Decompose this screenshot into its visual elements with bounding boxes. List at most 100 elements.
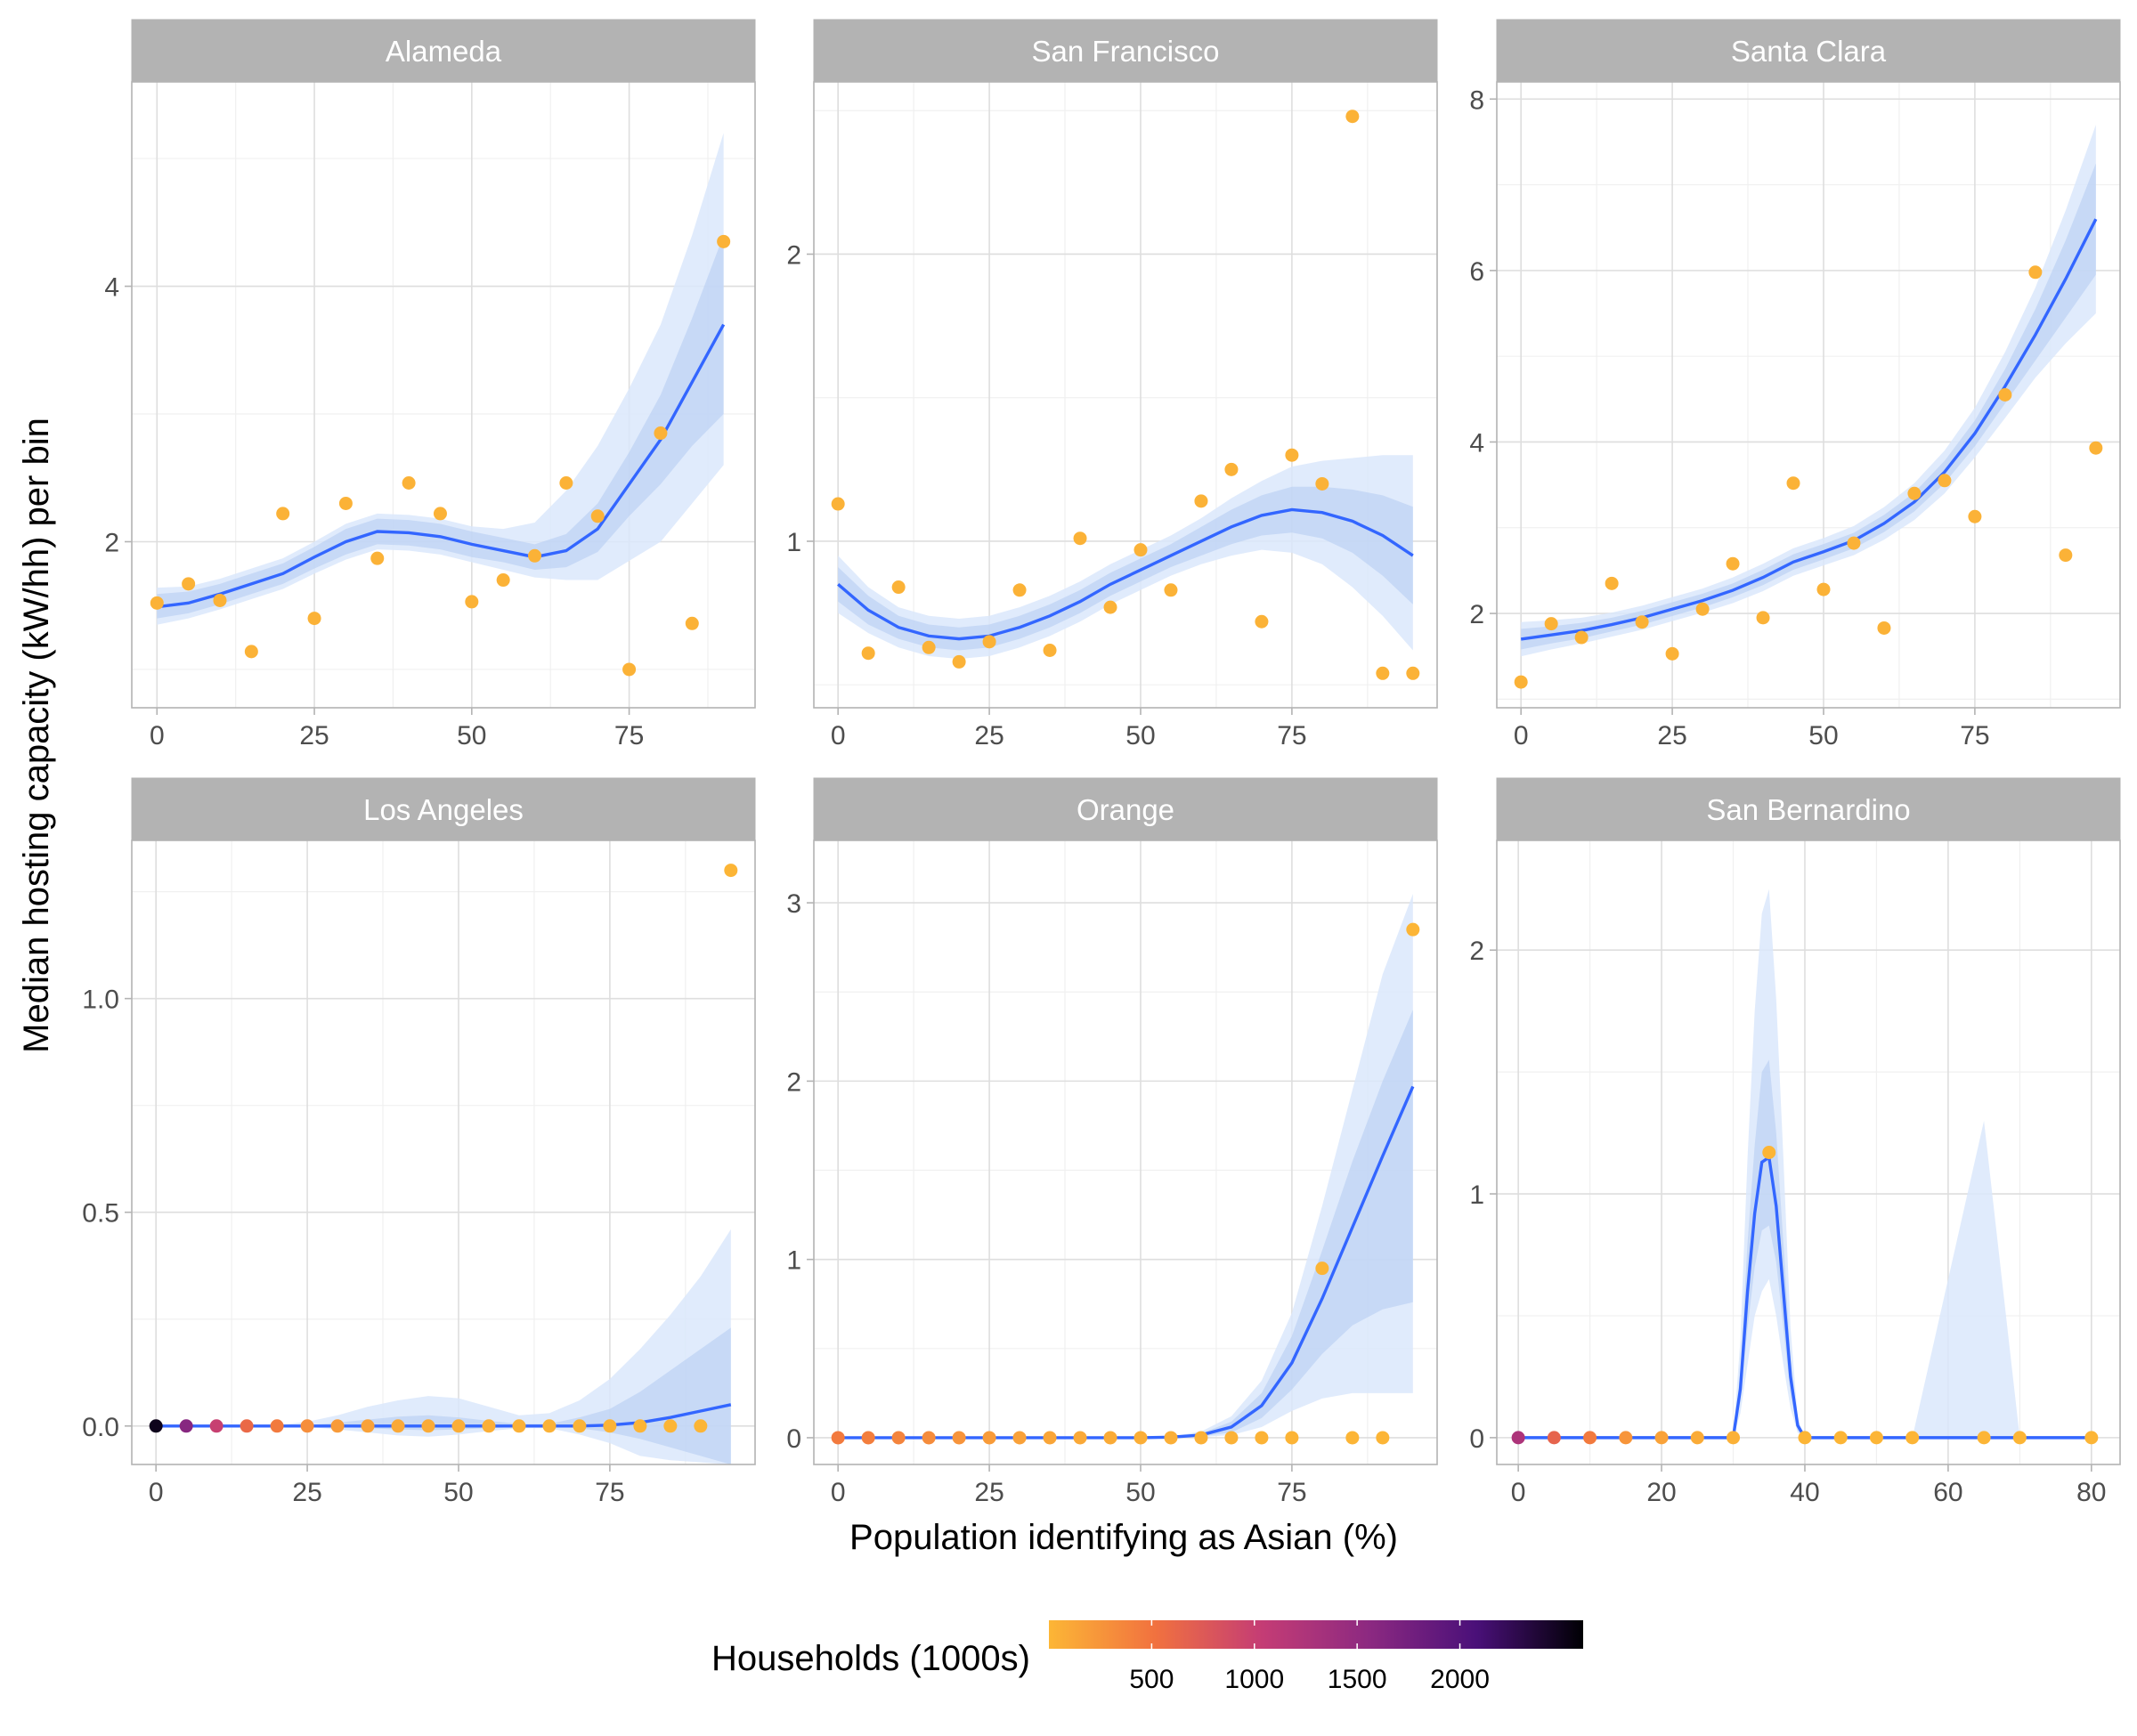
data-point	[1977, 1431, 1991, 1445]
data-point	[1103, 600, 1117, 614]
data-points	[831, 922, 1420, 1445]
data-point	[1073, 1431, 1087, 1445]
x-tick-label: 25	[292, 1478, 321, 1507]
x-tick-label: 50	[1125, 1478, 1155, 1507]
data-point	[1816, 582, 1831, 596]
y-tick-label: 8	[1469, 85, 1484, 115]
y-tick-label: 1	[786, 1246, 801, 1276]
legend-tick-label: 1500	[1328, 1665, 1387, 1694]
facet-panel: Orange 0 25 50 75 0 1 2 3	[786, 777, 1438, 1507]
y-tick-label: 0.5	[82, 1199, 119, 1229]
data-point	[663, 1419, 678, 1433]
facet-panel: Los Angeles 0 25 50 75 0.0 0.5 1.0	[82, 777, 756, 1507]
confidence-bands	[157, 133, 724, 625]
data-points	[1511, 1146, 2099, 1445]
data-point	[603, 1419, 617, 1433]
data-point	[512, 1419, 526, 1433]
data-point	[1194, 1431, 1208, 1445]
x-tick-label: 80	[2076, 1478, 2106, 1507]
y-tick-label: 6	[1469, 257, 1484, 287]
x-tick-label: 25	[974, 1478, 1003, 1507]
x-tick-label: 25	[1657, 721, 1686, 750]
data-point	[1134, 543, 1148, 557]
facet-title: San Francisco	[1032, 35, 1220, 68]
x-tick-label: 0	[150, 721, 165, 750]
data-points	[150, 234, 731, 677]
data-point	[307, 612, 321, 626]
facet-strip	[1496, 777, 2121, 841]
data-point	[182, 577, 196, 591]
data-point	[1756, 611, 1770, 625]
data-point	[270, 1419, 284, 1433]
data-point	[482, 1419, 496, 1433]
data-point	[1968, 509, 1982, 523]
legend-title: Households (1000s)	[711, 1639, 1030, 1678]
legend-tick-label: 500	[1129, 1665, 1174, 1694]
data-point	[1786, 476, 1800, 491]
data-point	[1998, 388, 2012, 402]
legend-ticks: 500 1000 1500 2000	[1129, 1620, 1490, 1694]
data-point	[209, 1419, 223, 1433]
data-point	[1847, 536, 1861, 550]
data-point	[573, 1419, 587, 1433]
facet-panel: San Francisco 0 25 50 75 1 2	[786, 19, 1438, 750]
data-point	[1194, 494, 1208, 508]
y-tick-label: 0.0	[82, 1413, 119, 1442]
x-tick-label: 50	[1808, 721, 1838, 750]
data-point	[2028, 265, 2043, 280]
y-axis-title: Median hosting capacity (kW/hh) per bin	[17, 418, 56, 1053]
data-point	[1514, 675, 1528, 689]
data-point	[982, 1431, 996, 1445]
data-point	[1406, 922, 1420, 937]
data-point	[421, 1419, 435, 1433]
data-point	[1798, 1431, 1812, 1445]
y-tick-label: 1.0	[82, 986, 119, 1015]
panel-border	[1496, 840, 2121, 1465]
x-tick-label: 0	[1514, 721, 1529, 750]
data-point	[465, 595, 479, 609]
data-point	[1164, 583, 1178, 597]
data-point	[559, 475, 573, 490]
y-tick-label: 0	[786, 1424, 801, 1454]
facet-panel: Santa Clara 0 25 50 75 2 4 6 8	[1469, 19, 2121, 750]
data-point	[2012, 1431, 2027, 1445]
smooth-trend-line	[157, 323, 726, 609]
data-point	[1315, 1261, 1329, 1276]
data-point	[1012, 1431, 1027, 1445]
legend-colorbar	[1049, 1620, 1583, 1649]
data-point	[1345, 110, 1360, 124]
outer-confidence-band	[156, 1229, 731, 1464]
data-point	[952, 1431, 966, 1445]
data-point	[1255, 1431, 1269, 1445]
x-tick-label: 50	[443, 1478, 473, 1507]
data-point	[654, 426, 668, 441]
x-tick-label: 0	[831, 1478, 846, 1507]
data-point	[1869, 1431, 1883, 1445]
data-point	[1833, 1431, 1848, 1445]
data-point	[542, 1419, 557, 1433]
data-point	[724, 864, 738, 878]
x-tick-label: 75	[1277, 1478, 1306, 1507]
data-point	[1905, 1431, 1920, 1445]
data-point	[891, 580, 906, 595]
outer-confidence-band	[1912, 1120, 2020, 1438]
data-point	[1726, 556, 1740, 571]
data-point	[1376, 1431, 1390, 1445]
data-points	[1514, 265, 2103, 689]
facet-panel: San Bernardino 0 20 40 60 80 0 1 2	[1469, 777, 2121, 1507]
x-tick-label: 75	[1960, 721, 1989, 750]
data-point	[1511, 1431, 1525, 1445]
y-tick-label: 2	[104, 528, 119, 557]
confidence-bands	[838, 455, 1413, 660]
axis-ticks: 0 25 50 75 0 1 2 3	[786, 889, 1306, 1507]
inner-confidence-band	[838, 486, 1413, 651]
data-point	[149, 1419, 163, 1433]
data-point	[330, 1419, 345, 1433]
data-point	[1665, 646, 1679, 661]
facet-title: San Bernardino	[1706, 793, 1910, 826]
y-tick-label: 3	[786, 889, 801, 919]
grid	[814, 840, 1437, 1464]
data-point	[1938, 474, 1952, 488]
data-point	[451, 1419, 466, 1433]
x-tick-label: 0	[1511, 1478, 1526, 1507]
